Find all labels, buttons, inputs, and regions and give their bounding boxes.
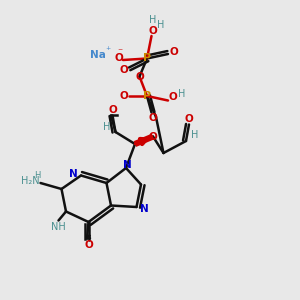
Text: ⁺: ⁺: [105, 46, 111, 56]
Text: O: O: [168, 92, 177, 103]
Text: H: H: [149, 15, 157, 26]
Text: O: O: [114, 53, 123, 64]
Text: N: N: [69, 169, 78, 179]
Text: P: P: [143, 91, 151, 101]
Text: O: O: [119, 65, 128, 75]
Text: NH: NH: [51, 221, 66, 232]
Text: O: O: [135, 71, 144, 82]
Text: O: O: [169, 46, 178, 57]
Text: O: O: [108, 105, 117, 115]
Text: O: O: [148, 131, 158, 142]
Text: H: H: [178, 89, 185, 100]
Text: O: O: [84, 239, 93, 250]
Text: N: N: [140, 203, 149, 214]
Text: O: O: [148, 113, 157, 123]
Text: O: O: [119, 91, 128, 101]
Text: O: O: [184, 114, 194, 124]
Text: O: O: [148, 26, 158, 36]
Text: ⁻: ⁻: [117, 47, 123, 58]
Text: H: H: [191, 130, 199, 140]
Text: H₂N: H₂N: [21, 176, 39, 186]
Text: Na: Na: [90, 50, 105, 60]
Text: H: H: [103, 122, 110, 133]
Text: P: P: [143, 53, 151, 64]
Text: N: N: [123, 160, 132, 170]
Text: H: H: [157, 20, 164, 30]
Text: H: H: [34, 171, 41, 180]
